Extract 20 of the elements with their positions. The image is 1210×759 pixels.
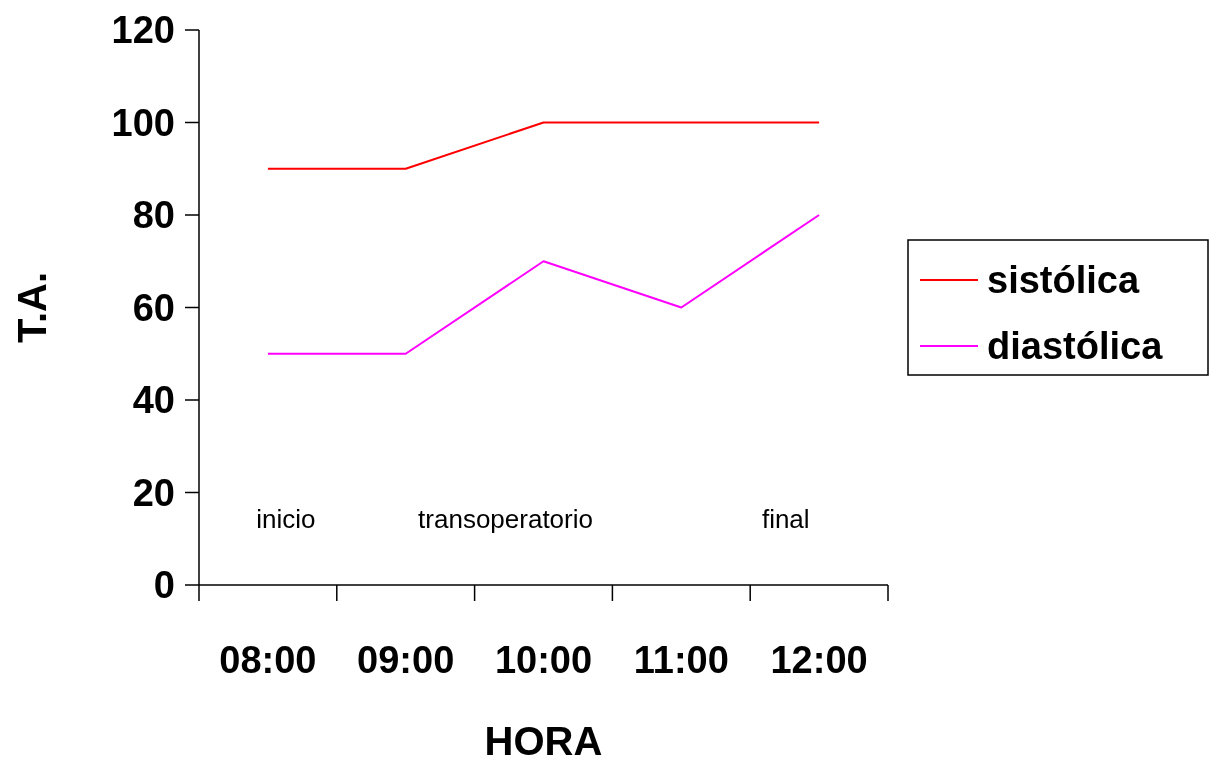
y-tick-label: 80 bbox=[132, 194, 175, 237]
legend-label: sistólica bbox=[987, 259, 1140, 302]
x-tick-label: 10:00 bbox=[494, 639, 593, 681]
y-tick-label: 60 bbox=[132, 286, 175, 329]
y-tick-label: 40 bbox=[132, 379, 175, 422]
annotation: inicio bbox=[256, 504, 316, 534]
x-tick-label: 12:00 bbox=[770, 639, 868, 681]
annotation: final bbox=[761, 504, 810, 534]
x-tick-label: 08:00 bbox=[219, 639, 317, 681]
y-tick-label: 20 bbox=[132, 471, 175, 514]
y-tick-label: 120 bbox=[111, 9, 175, 52]
y-tick-label: 0 bbox=[153, 564, 175, 607]
line-series bbox=[266, 214, 821, 355]
x-axis-title: HORA bbox=[484, 719, 603, 759]
annotation: transoperatorio bbox=[418, 504, 593, 534]
legend-label: diastólica bbox=[987, 325, 1164, 368]
x-tick-label: 11:00 bbox=[633, 639, 729, 681]
x-tick-label: 09:00 bbox=[357, 639, 455, 681]
y-axis-title: T.A. bbox=[10, 271, 54, 344]
y-tick-label: 100 bbox=[111, 101, 175, 144]
